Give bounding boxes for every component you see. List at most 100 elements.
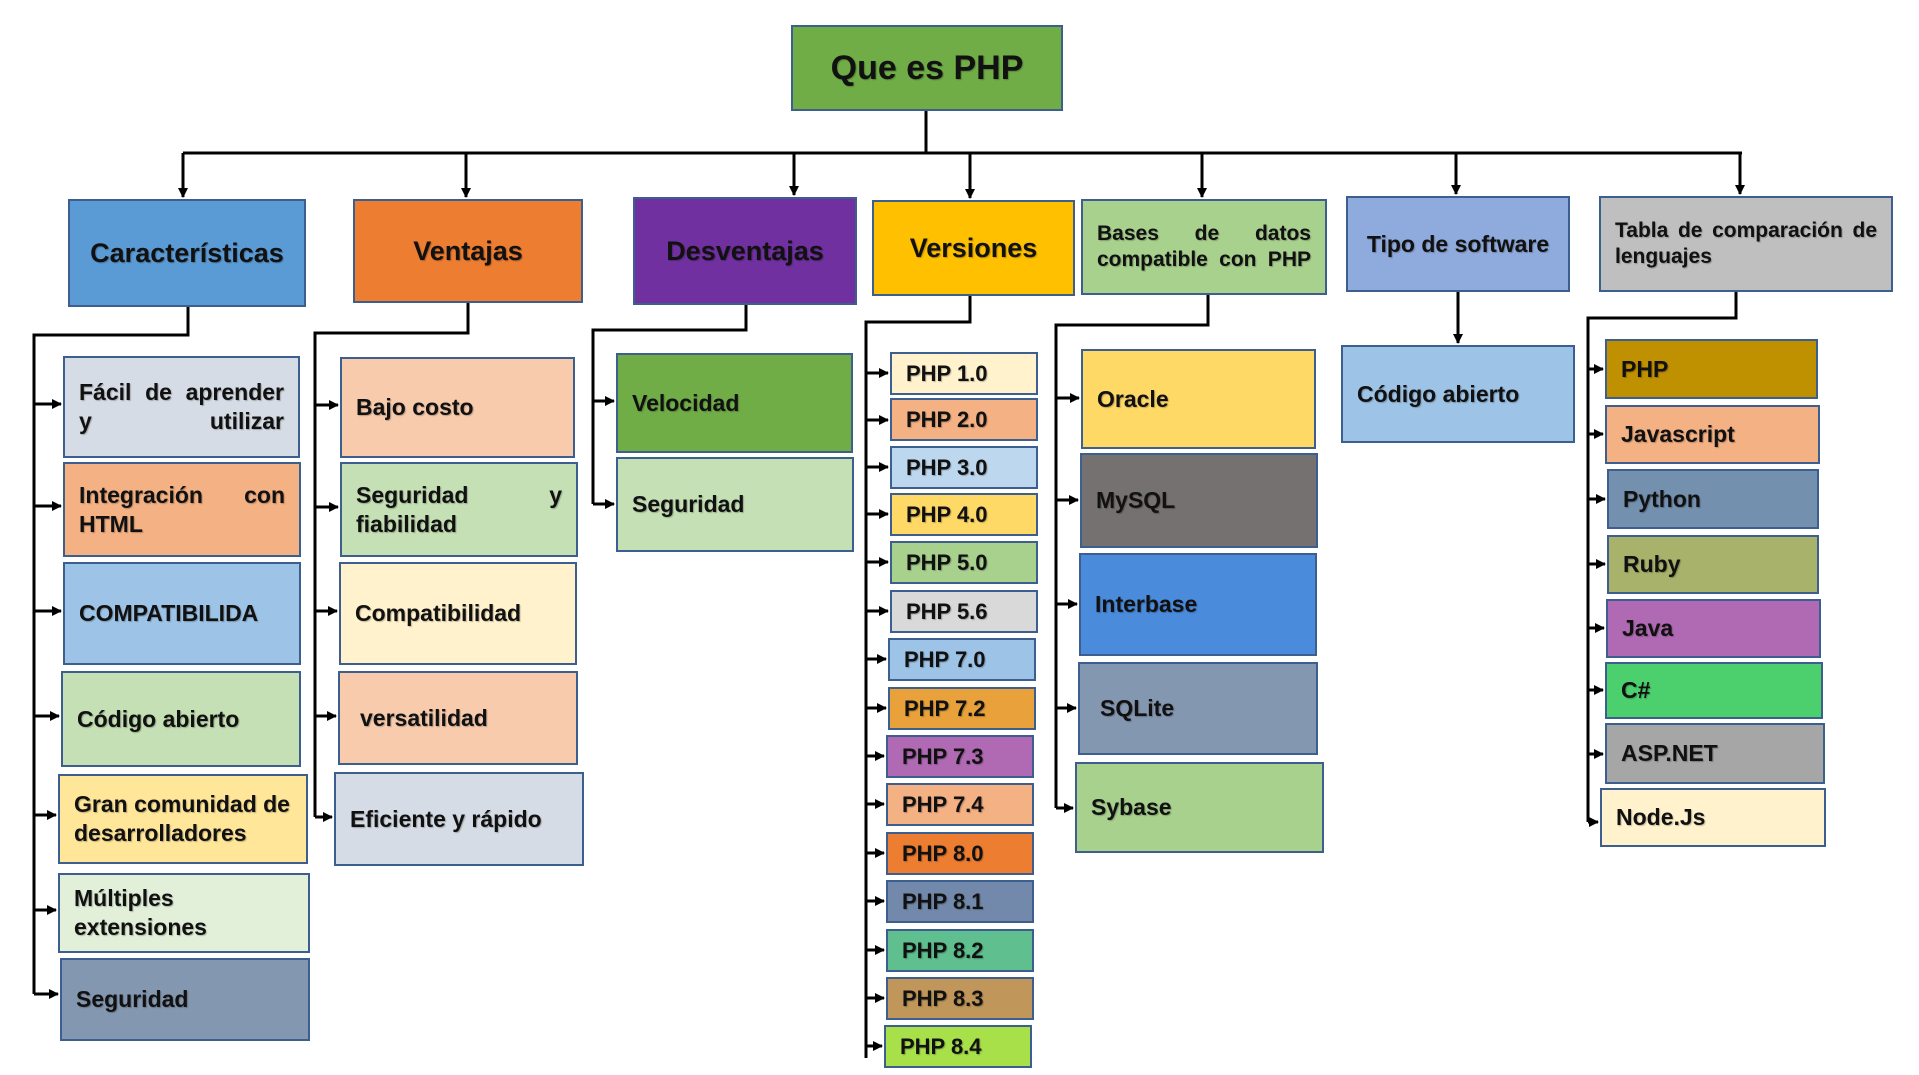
connector-line	[1586, 292, 1738, 822]
branch-ventajas-label: Ventajas	[413, 235, 523, 266]
desventajas-item: Seguridad	[616, 457, 854, 552]
item-label: PHP 7.4	[902, 791, 984, 817]
branch-bases: Bases de datos compatible con PHP	[1081, 199, 1327, 295]
item-label: PHP 8.1	[902, 888, 984, 914]
connector-line	[32, 307, 190, 994]
item-label: PHP 8.2	[902, 937, 984, 963]
item-label: PHP 8.0	[902, 840, 984, 866]
item-label: Eficiente y rápido	[350, 805, 542, 832]
item-label: Gran comunidad de desarrolladores	[74, 791, 290, 846]
item-label: PHP 3.0	[906, 454, 988, 480]
branch-tipo-label: Tipo de software	[1366, 230, 1550, 257]
caracteristicas-item: Código abierto	[61, 671, 301, 767]
version-item: PHP 7.2	[888, 687, 1036, 730]
item-label: COMPATIBILIDA	[79, 600, 259, 627]
branch-versiones-label: Versiones	[909, 232, 1038, 263]
ventajas-item: Bajo costo	[340, 357, 575, 458]
item-label: Bajo costo	[356, 394, 474, 421]
caracteristicas-item: COMPATIBILIDA	[63, 562, 301, 665]
item-label: SQLite	[1100, 695, 1175, 722]
tabla-item: Java	[1606, 599, 1821, 658]
caracteristicas-item: Fácil de aprender y utilizar	[63, 356, 300, 458]
branch-caracteristicas-label: Características	[90, 237, 284, 268]
version-item: PHP 3.0	[890, 446, 1038, 489]
item-label: PHP	[1621, 355, 1669, 382]
item-label: Interbase	[1095, 591, 1198, 618]
caracteristicas-item: Múltiples extensiones	[58, 873, 310, 953]
item-label: Java	[1622, 615, 1674, 642]
item-label: PHP 1.0	[906, 360, 988, 386]
tabla-item: ASP.NET	[1605, 723, 1825, 784]
root-label: Que es PHP	[830, 48, 1024, 87]
ventajas-item: Compatibilidad	[339, 562, 577, 665]
caracteristicas-item: Seguridad	[60, 958, 310, 1041]
item-label: Ruby	[1623, 551, 1681, 578]
item-label: Seguridad	[76, 986, 189, 1013]
version-item: PHP 7.0	[888, 638, 1036, 681]
item-label: Compatibilidad	[355, 600, 522, 627]
connector-line	[864, 296, 972, 1058]
item-label: PHP 5.6	[906, 598, 988, 624]
item-label: Node.Js	[1616, 804, 1706, 831]
item-label: PHP 5.0	[906, 549, 988, 575]
item-label: PHP 7.2	[904, 695, 986, 721]
item-label: Velocidad	[632, 389, 740, 416]
version-item: PHP 8.3	[886, 977, 1034, 1020]
item-label: C#	[1621, 677, 1651, 704]
version-item: PHP 2.0	[890, 398, 1038, 441]
item-label: ASP.NET	[1621, 740, 1718, 767]
version-item: PHP 5.6	[890, 590, 1038, 633]
version-item: PHP 8.1	[886, 880, 1034, 923]
tabla-item: Python	[1607, 469, 1819, 529]
ventajas-item: Seguridad y fiabilidad	[340, 462, 578, 557]
tabla-item: Javascript	[1605, 405, 1820, 464]
bases-item: Sybase	[1075, 762, 1324, 853]
branch-tabla: Tabla de comparación de lenguajes	[1599, 196, 1893, 292]
version-item: PHP 8.2	[886, 929, 1034, 972]
item-label: Código abierto	[77, 705, 240, 732]
tipo-item: Código abierto	[1341, 345, 1575, 443]
item-label: Python	[1623, 485, 1701, 512]
ventajas-item: versatilidad	[338, 671, 578, 765]
item-label: PHP 8.4	[900, 1033, 982, 1059]
branch-desventajas-label: Desventajas	[666, 235, 824, 266]
branch-bases-label: Bases de datos compatible con PHP	[1097, 221, 1311, 271]
item-label: Seguridad y fiabilidad	[356, 481, 562, 537]
bases-item: MySQL	[1080, 453, 1318, 548]
item-label: PHP 2.0	[906, 406, 988, 432]
item-label: PHP 8.3	[902, 985, 984, 1011]
connector-line	[313, 303, 470, 817]
tabla-item: PHP	[1605, 339, 1818, 399]
bases-item: Oracle	[1081, 349, 1316, 449]
tabla-item: Ruby	[1607, 535, 1819, 594]
branch-ventajas: Ventajas	[353, 199, 583, 303]
branch-versiones: Versiones	[872, 200, 1075, 296]
item-label: Javascript	[1621, 421, 1735, 448]
item-label: Código abierto	[1357, 380, 1520, 407]
desventajas-item: Velocidad	[616, 353, 853, 453]
version-item: PHP 1.0	[890, 352, 1038, 395]
caracteristicas-item: Gran comunidad de desarrolladores	[58, 774, 308, 864]
tabla-item: Node.Js	[1600, 788, 1826, 847]
version-item: PHP 8.0	[886, 832, 1034, 875]
item-label: versatilidad	[360, 704, 488, 731]
item-label: PHP 7.3	[902, 743, 984, 769]
version-item: PHP 7.3	[886, 735, 1034, 778]
item-label: Seguridad	[632, 491, 745, 518]
branch-caracteristicas: Características	[68, 199, 306, 307]
connector-line	[1054, 295, 1210, 808]
bases-item: SQLite	[1078, 662, 1318, 755]
version-item: PHP 8.4	[884, 1025, 1032, 1068]
item-label: Oracle	[1097, 385, 1169, 412]
branch-tipo: Tipo de software	[1346, 196, 1570, 292]
item-label: PHP 4.0	[906, 501, 988, 527]
tabla-item: C#	[1605, 662, 1823, 719]
version-item: PHP 5.0	[890, 541, 1038, 584]
branch-tabla-label: Tabla de comparación de lenguajes	[1615, 218, 1877, 268]
item-label: Integración con HTML	[79, 481, 285, 537]
branch-desventajas: Desventajas	[633, 197, 857, 305]
root-node: Que es PHP	[791, 25, 1063, 111]
bases-item: Interbase	[1079, 553, 1317, 656]
